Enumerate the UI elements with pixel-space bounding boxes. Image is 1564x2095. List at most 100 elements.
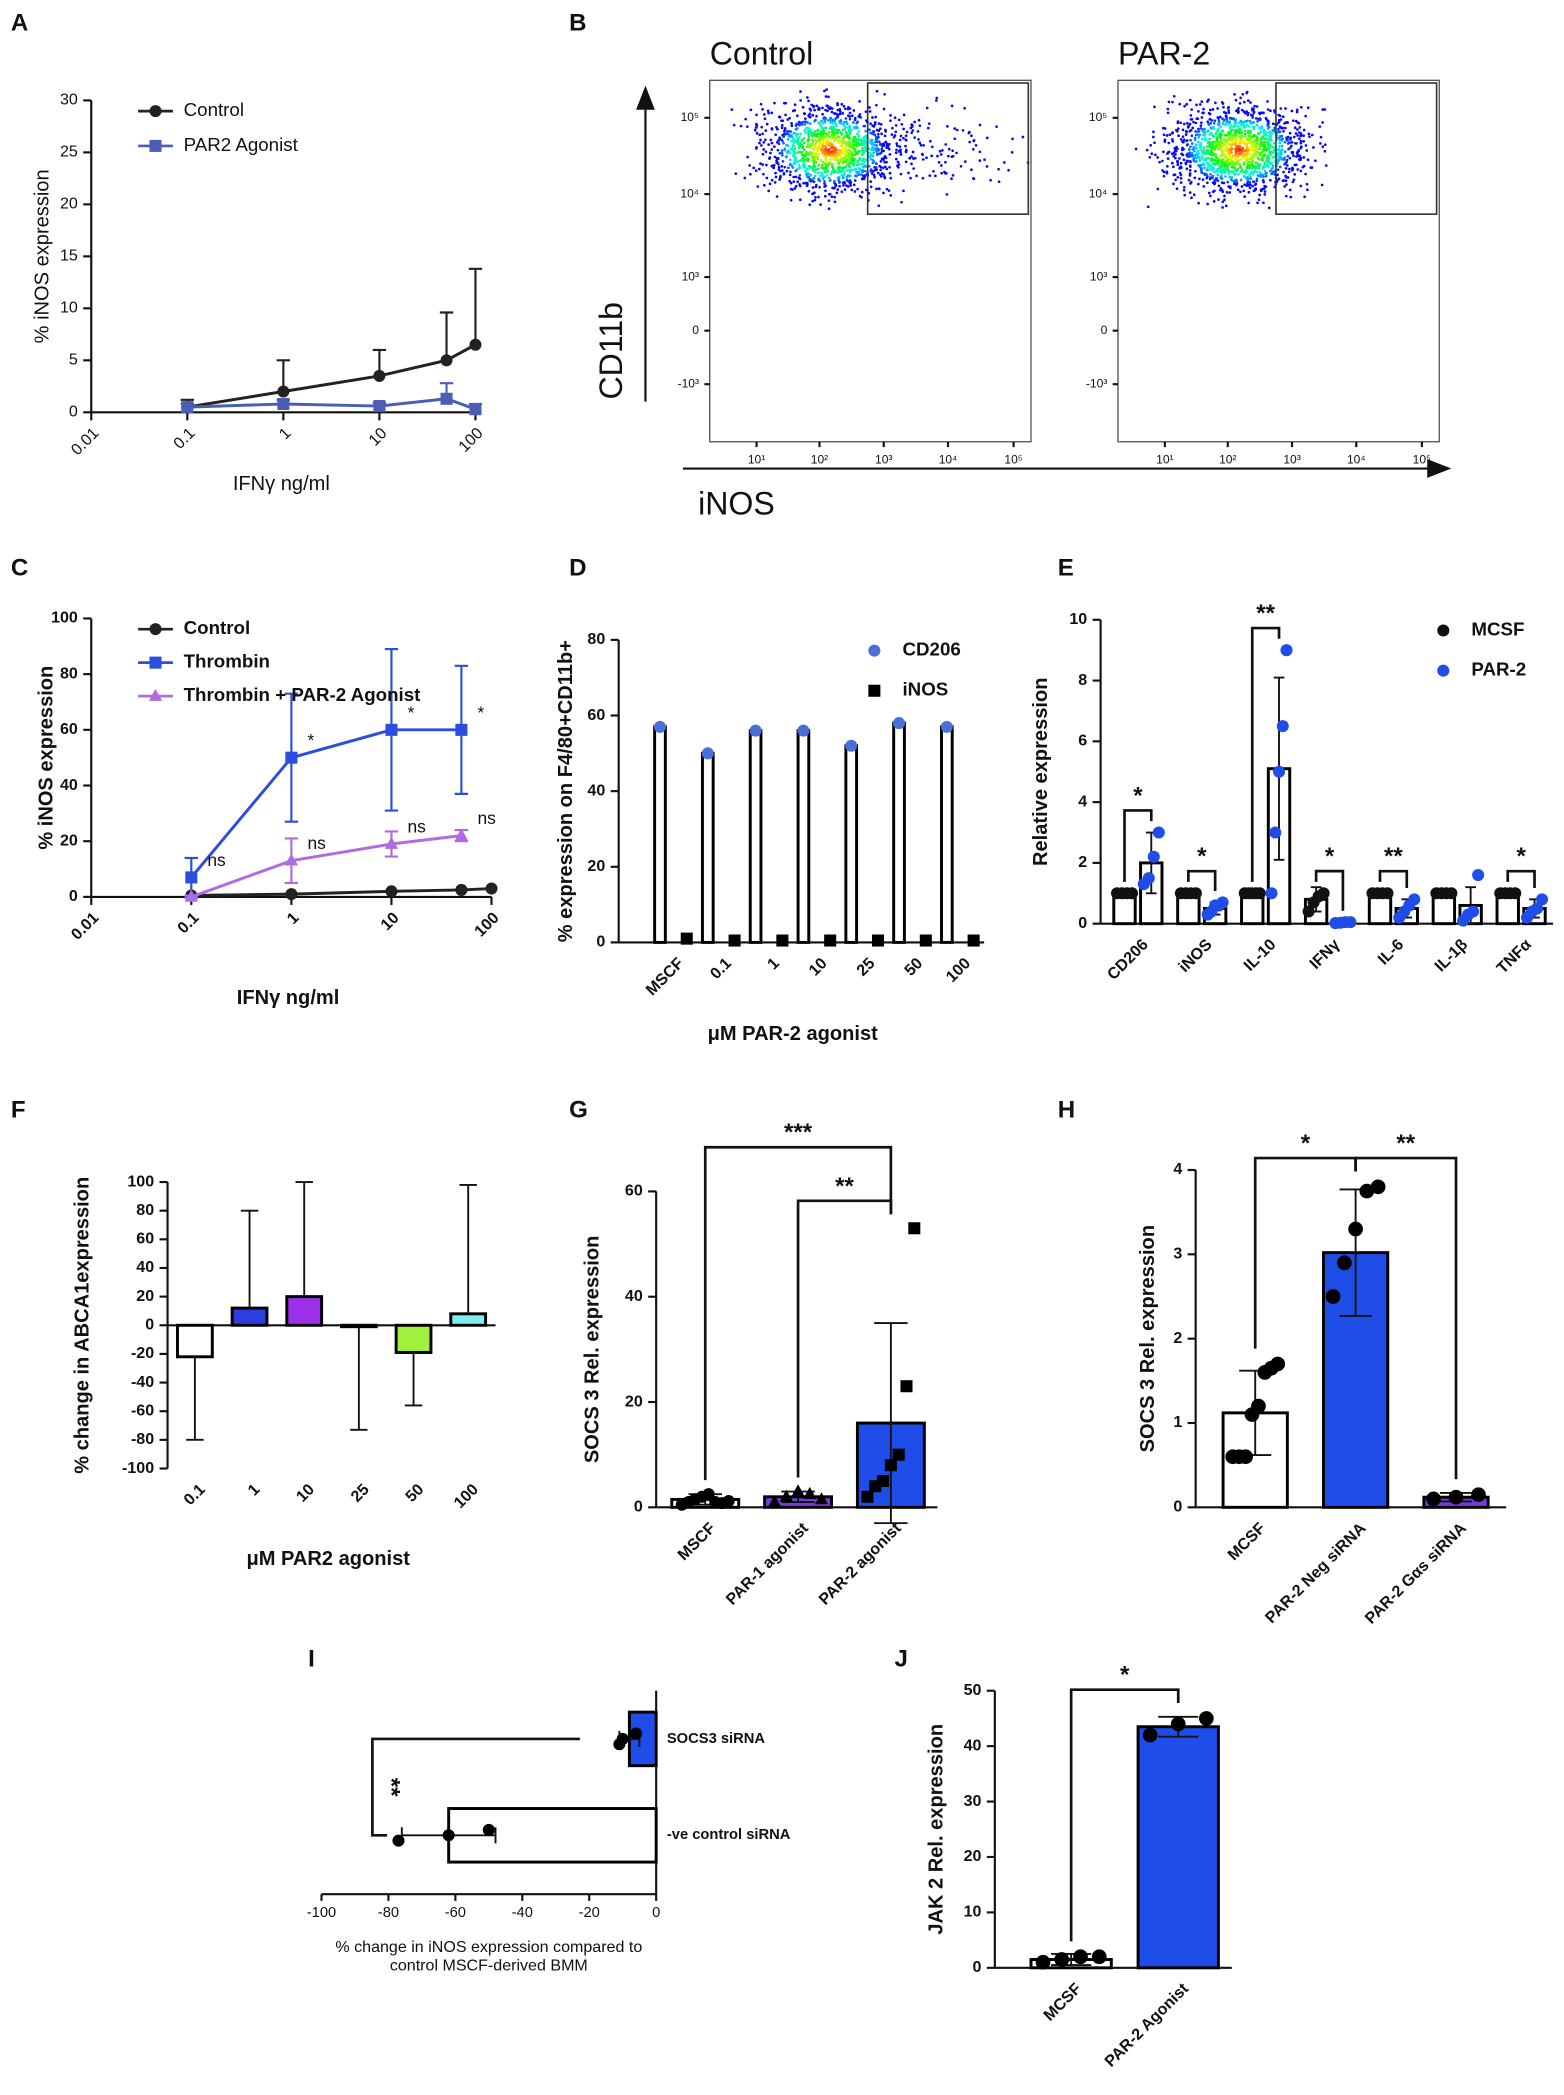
event-dot	[950, 104, 954, 108]
event-dot	[759, 138, 762, 142]
y-tick-label: 10⁵	[681, 110, 699, 124]
value-marker	[919, 934, 932, 947]
event-dot	[806, 167, 810, 171]
event-dot	[1295, 110, 1299, 114]
event-dot	[1221, 141, 1225, 145]
event-dot	[855, 121, 859, 125]
event-dot	[802, 141, 806, 144]
event-dot	[1186, 125, 1190, 129]
event-dot	[1209, 172, 1212, 176]
event-dot	[1259, 188, 1263, 192]
event-dot	[823, 140, 827, 143]
event-dot	[1234, 179, 1238, 182]
event-dot	[1212, 121, 1216, 125]
event-dot	[1240, 151, 1243, 154]
event-dot	[1188, 151, 1192, 154]
event-dot	[1248, 180, 1252, 184]
event-dot	[778, 136, 781, 140]
event-dot	[786, 138, 790, 141]
event-dot	[1281, 115, 1285, 119]
event-dot	[870, 154, 873, 158]
x-tick-label: 10	[377, 909, 402, 934]
event-dot	[1318, 142, 1322, 145]
event-dot	[815, 104, 819, 108]
event-dot	[1308, 135, 1311, 139]
event-dot	[1197, 135, 1201, 139]
event-dot	[776, 157, 780, 161]
event-dot	[773, 101, 776, 105]
event-dot	[1234, 168, 1237, 172]
event-dot	[1199, 124, 1203, 127]
event-dot	[853, 157, 856, 161]
event-dot	[802, 155, 805, 159]
x-tick-label: 1	[244, 1480, 263, 1499]
bar	[1136, 1725, 1220, 1970]
event-dot	[1223, 139, 1227, 143]
y-tick-label: 10	[1069, 610, 1087, 628]
event-dot	[1208, 137, 1212, 141]
event-dot	[1153, 141, 1156, 145]
event-dot	[1262, 180, 1265, 184]
event-dot	[1251, 154, 1254, 157]
event-dot	[1196, 140, 1200, 144]
significance-label: ***	[784, 1119, 813, 1146]
data-point	[440, 392, 453, 405]
event-dot	[817, 153, 821, 156]
event-dot	[1258, 147, 1261, 151]
event-dot	[1173, 156, 1177, 160]
event-dot	[1239, 190, 1242, 194]
event-dot	[882, 191, 885, 195]
event-dot	[794, 175, 798, 179]
event-dot	[1214, 155, 1218, 159]
event-dot	[819, 158, 823, 162]
event-dot	[833, 200, 837, 204]
bar	[285, 1295, 324, 1327]
event-dot	[911, 129, 915, 132]
event-dot	[821, 121, 825, 125]
event-dot	[1226, 123, 1230, 126]
x-tick-label: MSCF	[642, 954, 687, 999]
event-dot	[1300, 145, 1303, 149]
event-dot	[783, 148, 787, 152]
event-dot	[1323, 143, 1327, 147]
y-tick-label: 10	[60, 299, 78, 317]
event-dot	[799, 150, 802, 154]
event-dot	[861, 143, 865, 147]
event-dot	[1188, 172, 1192, 175]
x-tick-label: 10⁴	[1347, 453, 1366, 467]
event-dot	[1234, 139, 1237, 142]
event-dot	[791, 143, 795, 147]
event-dot	[904, 160, 908, 164]
significance-bracket	[1314, 869, 1345, 911]
event-dot	[777, 168, 781, 171]
event-dot	[1188, 191, 1192, 194]
event-dot	[1172, 173, 1176, 177]
y-tick-label: 100	[51, 609, 78, 627]
event-dot	[765, 163, 768, 167]
event-dot	[1245, 155, 1248, 159]
event-dot	[1178, 102, 1182, 106]
event-dot	[899, 134, 903, 138]
event-dot	[857, 130, 861, 133]
event-dot	[797, 163, 801, 167]
event-dot	[930, 154, 934, 158]
event-dot	[1181, 153, 1185, 157]
x-tick-label: -40	[512, 1905, 533, 1921]
event-dot	[920, 152, 924, 156]
event-dot	[800, 151, 804, 154]
event-dot	[1291, 119, 1295, 122]
event-dot	[833, 119, 837, 123]
event-dot	[875, 162, 878, 165]
event-dot	[1227, 185, 1230, 188]
event-dot	[830, 130, 834, 134]
event-dot	[849, 145, 853, 149]
data-point	[181, 401, 194, 414]
event-dot	[858, 138, 862, 141]
event-dot	[837, 162, 841, 165]
event-dot	[835, 191, 839, 195]
legend-label: Control	[184, 99, 244, 120]
data-point	[1269, 826, 1282, 839]
event-dot	[1174, 149, 1177, 152]
event-dot	[899, 172, 903, 176]
event-dot	[898, 145, 902, 148]
